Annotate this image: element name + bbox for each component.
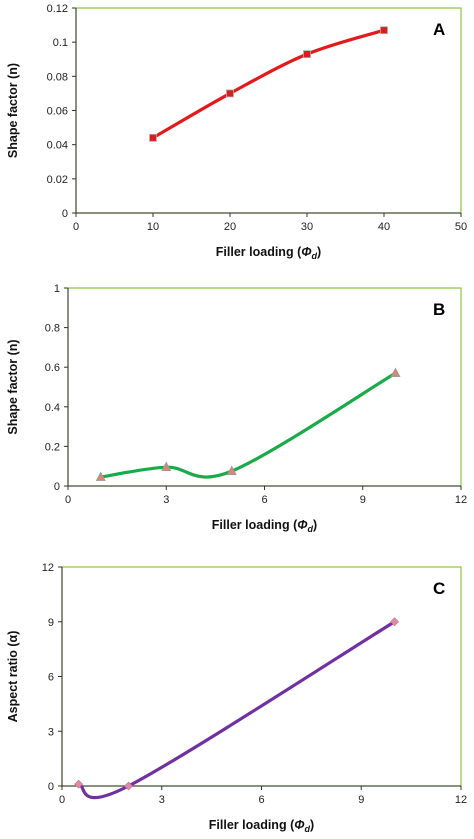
x-tick-label: 6 xyxy=(261,494,267,506)
y-tick-label: 9 xyxy=(48,617,54,629)
x-tick-label: 6 xyxy=(258,794,264,806)
x-tick-label: 30 xyxy=(301,221,313,233)
chart-panel-b: 0 3 6 9 12 0 0.2 0.4 0.6 0.8 1 Filler loading (Φd) S… xyxy=(6,283,467,534)
y-tick-label: 0.6 xyxy=(45,362,60,374)
panel-label: B xyxy=(433,300,445,319)
y-tick-label: 12 xyxy=(42,562,54,574)
x-tick-label: 9 xyxy=(360,494,366,506)
x-axis-title-text: Filler loading xyxy=(212,518,290,532)
x-axis-title-text: Filler loading xyxy=(209,818,287,832)
data-point xyxy=(161,461,172,471)
data-point xyxy=(95,471,106,481)
chart-panel-a: 0 10 20 30 40 50 0 0.02 0.04 0.06 0.08 0.1 0.12 Fille… xyxy=(6,3,467,261)
panel-label: C xyxy=(433,579,445,598)
y-tick-label: 0.2 xyxy=(45,441,60,453)
y-tick-label: 1 xyxy=(54,283,60,295)
y-tick-label: 0.08 xyxy=(47,71,68,83)
data-point xyxy=(226,89,234,98)
y-axis-title: Shape factor (n) xyxy=(6,63,20,158)
series-line xyxy=(151,28,386,140)
y-tick-label: 6 xyxy=(48,672,54,684)
x-tick-label: 20 xyxy=(224,221,236,233)
x-tick-label: 0 xyxy=(73,221,79,233)
y-axis-title: Aspect ratio (α) xyxy=(6,631,20,723)
plot-frame xyxy=(67,287,462,487)
y-tick-label: 0.04 xyxy=(47,140,68,152)
data-point xyxy=(303,50,311,59)
x-axis-title-paren-close: ) xyxy=(317,245,321,259)
data-point xyxy=(124,781,133,791)
x-axis-title-subscript: d xyxy=(308,524,314,534)
x-tick-label: 50 xyxy=(455,221,467,233)
series-line xyxy=(99,371,398,479)
x-axis-title-subscript: d xyxy=(312,251,318,261)
x-axis-title-symbol: Φ xyxy=(297,518,308,532)
y-tick-label: 0.8 xyxy=(45,323,60,335)
x-axis-title: Filler loading (Φd) xyxy=(212,518,317,534)
series-line xyxy=(77,620,397,800)
x-axis-title-paren-close: ) xyxy=(313,518,317,532)
data-point xyxy=(390,367,401,377)
x-tick-label: 40 xyxy=(378,221,390,233)
x-axis-title-paren: ( xyxy=(287,818,295,832)
y-tick-label: 0.12 xyxy=(47,3,68,15)
y-tick-label: 3 xyxy=(48,726,54,738)
x-axis-title-symbol: Φ xyxy=(294,818,305,832)
data-point xyxy=(149,133,157,142)
x-axis-title: Filler loading (Φd) xyxy=(216,245,321,261)
x-axis-title: Filler loading (Φd) xyxy=(209,818,314,834)
y-tick-label: 0 xyxy=(48,781,54,793)
x-axis-title-text: Filler loading xyxy=(216,245,294,259)
panel-label: A xyxy=(433,20,445,39)
x-axis-title-paren: ( xyxy=(294,245,302,259)
data-point xyxy=(226,465,237,475)
x-tick-label: 3 xyxy=(163,494,169,506)
plot-frame xyxy=(61,566,462,787)
x-tick-label: 12 xyxy=(455,794,467,806)
x-tick-label: 10 xyxy=(147,221,159,233)
y-tick-label: 0.02 xyxy=(47,174,68,186)
y-axis-title: Shape factor (n) xyxy=(6,339,20,434)
x-axis-title-paren: ( xyxy=(290,518,298,532)
y-tick-label: 0 xyxy=(54,481,60,493)
x-tick-label: 9 xyxy=(358,794,364,806)
x-axis-title-symbol: Φ xyxy=(301,245,312,259)
y-tick-label: 0.4 xyxy=(45,402,60,414)
x-tick-label: 0 xyxy=(65,494,71,506)
x-tick-label: 0 xyxy=(59,794,65,806)
data-point xyxy=(390,617,399,627)
y-tick-label: 0.06 xyxy=(47,106,68,118)
x-tick-label: 3 xyxy=(159,794,165,806)
x-tick-label: 12 xyxy=(455,494,467,506)
y-tick-label: 0.1 xyxy=(53,37,68,49)
data-point xyxy=(74,779,84,789)
y-tick-label: 0 xyxy=(62,208,68,220)
chart-panel-c: 0 3 6 9 12 0 3 6 9 12 Filler loading (Φd) Aspect ra… xyxy=(6,562,467,834)
x-axis-title-paren-close: ) xyxy=(310,818,314,832)
plot-frame xyxy=(75,7,462,214)
x-axis-title-subscript: d xyxy=(305,824,311,834)
data-point xyxy=(380,26,388,35)
